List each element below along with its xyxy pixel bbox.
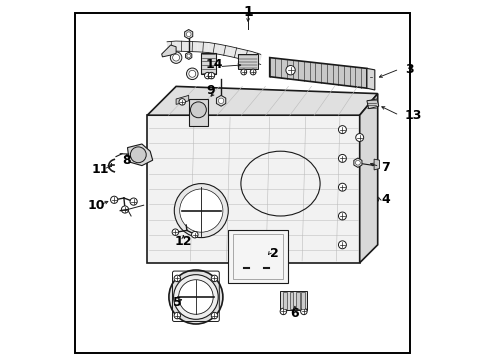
Circle shape xyxy=(186,68,198,80)
Circle shape xyxy=(179,99,185,105)
Circle shape xyxy=(191,231,198,238)
Circle shape xyxy=(285,66,295,75)
Circle shape xyxy=(170,52,182,63)
Text: 9: 9 xyxy=(205,84,214,96)
Bar xyxy=(283,292,286,309)
Circle shape xyxy=(178,280,213,314)
Text: 6: 6 xyxy=(290,307,299,320)
Polygon shape xyxy=(147,86,377,115)
Circle shape xyxy=(338,126,346,134)
Circle shape xyxy=(172,229,178,235)
Circle shape xyxy=(241,69,246,75)
Polygon shape xyxy=(147,115,359,263)
Text: 4: 4 xyxy=(381,193,389,206)
Bar xyxy=(301,292,304,309)
Polygon shape xyxy=(373,159,379,170)
Circle shape xyxy=(172,54,179,61)
Circle shape xyxy=(300,308,306,315)
Polygon shape xyxy=(197,42,208,53)
Circle shape xyxy=(218,98,224,104)
Bar xyxy=(188,99,208,126)
Polygon shape xyxy=(166,41,176,52)
Text: 14: 14 xyxy=(205,58,222,71)
Polygon shape xyxy=(127,144,152,166)
Polygon shape xyxy=(176,41,187,51)
Circle shape xyxy=(168,270,223,324)
Text: 3: 3 xyxy=(404,63,412,76)
Circle shape xyxy=(338,212,346,220)
Polygon shape xyxy=(186,41,198,52)
Text: 12: 12 xyxy=(174,235,192,248)
Circle shape xyxy=(173,275,218,319)
Circle shape xyxy=(355,134,363,141)
Bar xyxy=(289,292,292,309)
Polygon shape xyxy=(366,99,378,109)
Circle shape xyxy=(338,241,346,249)
Polygon shape xyxy=(176,95,188,104)
Polygon shape xyxy=(366,68,374,90)
Circle shape xyxy=(121,206,128,213)
Polygon shape xyxy=(207,42,220,54)
Bar xyxy=(228,230,287,283)
Text: 10: 10 xyxy=(88,199,105,212)
Polygon shape xyxy=(228,46,242,59)
Polygon shape xyxy=(185,52,191,59)
Text: 2: 2 xyxy=(269,247,278,260)
Polygon shape xyxy=(359,94,377,263)
Text: 1: 1 xyxy=(243,5,252,18)
Text: 5: 5 xyxy=(172,296,181,309)
Bar xyxy=(238,54,257,69)
Polygon shape xyxy=(250,52,262,64)
Circle shape xyxy=(186,54,190,58)
Circle shape xyxy=(211,275,217,282)
Bar xyxy=(201,53,215,74)
Text: 8: 8 xyxy=(122,154,130,167)
Bar xyxy=(295,292,299,309)
Circle shape xyxy=(250,69,256,75)
Text: 7: 7 xyxy=(381,161,389,174)
Circle shape xyxy=(179,189,223,232)
Circle shape xyxy=(338,183,346,191)
Circle shape xyxy=(188,70,195,77)
Polygon shape xyxy=(184,30,192,39)
Bar xyxy=(279,291,306,310)
Circle shape xyxy=(190,102,206,118)
Polygon shape xyxy=(239,49,252,62)
Circle shape xyxy=(174,275,180,282)
Bar xyxy=(232,234,283,279)
Circle shape xyxy=(338,154,346,162)
Polygon shape xyxy=(353,158,361,167)
Circle shape xyxy=(208,72,214,79)
Circle shape xyxy=(211,312,217,319)
Text: 13: 13 xyxy=(404,109,421,122)
Text: 11: 11 xyxy=(91,163,109,176)
Circle shape xyxy=(130,147,146,163)
Circle shape xyxy=(355,161,360,165)
Circle shape xyxy=(110,196,118,203)
Circle shape xyxy=(280,308,286,315)
Circle shape xyxy=(174,312,180,319)
Polygon shape xyxy=(162,45,176,57)
Polygon shape xyxy=(216,95,225,106)
Circle shape xyxy=(174,184,228,238)
Circle shape xyxy=(204,72,211,79)
Circle shape xyxy=(130,198,137,205)
Polygon shape xyxy=(269,58,366,88)
Circle shape xyxy=(186,32,191,37)
Polygon shape xyxy=(218,44,231,57)
